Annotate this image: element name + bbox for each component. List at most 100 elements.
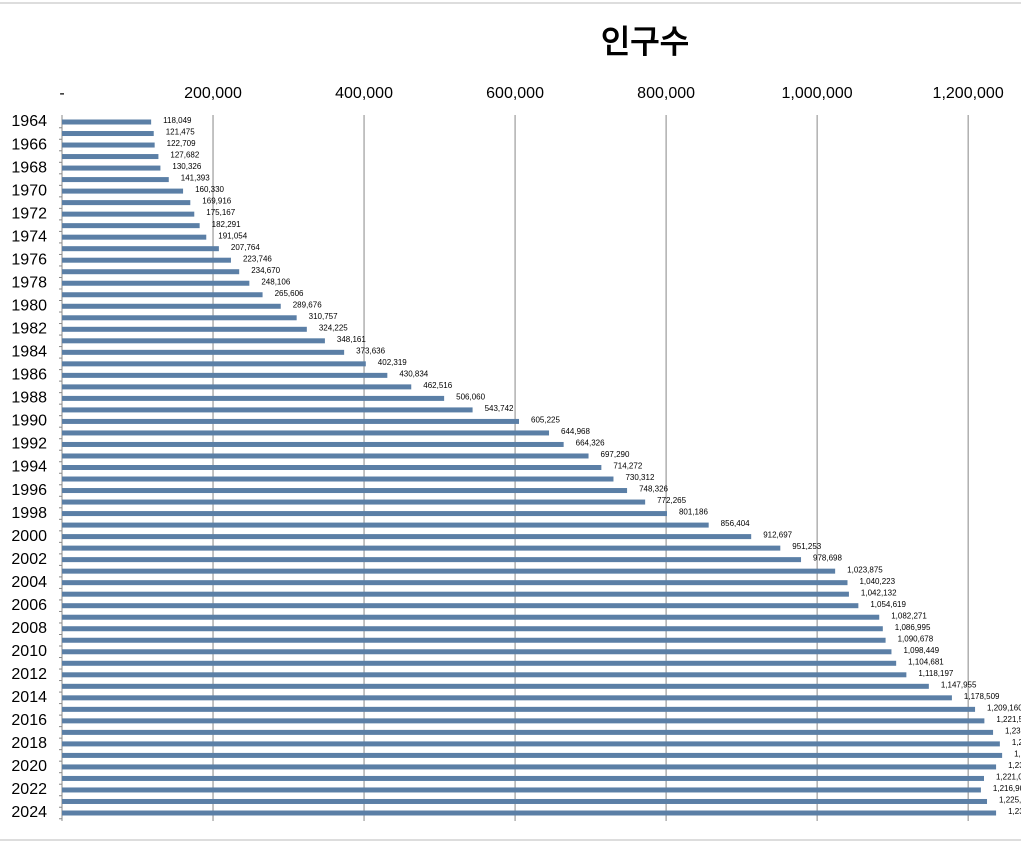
value-label: 1,216,900 xyxy=(993,784,1021,793)
x-tick-label: 200,000 xyxy=(184,85,242,102)
value-label: 664,326 xyxy=(576,439,605,448)
y-tick-label: 2022 xyxy=(11,781,47,798)
value-label: 1,104,681 xyxy=(908,657,944,666)
bar xyxy=(62,603,859,609)
chart-title: 인구수 xyxy=(601,23,689,59)
y-tick-label: 2024 xyxy=(11,804,47,821)
bar xyxy=(62,441,564,447)
bar xyxy=(62,752,1003,758)
bar xyxy=(62,269,240,275)
value-label: 697,290 xyxy=(601,450,630,459)
bar xyxy=(62,315,297,321)
bar xyxy=(62,660,897,666)
value-label: 748,326 xyxy=(639,485,668,494)
y-tick-label: 1992 xyxy=(11,436,47,453)
value-label: 730,312 xyxy=(625,473,654,482)
value-label: 1,221,000 xyxy=(996,773,1021,782)
y-tick-label: 2010 xyxy=(11,643,47,660)
bar xyxy=(62,246,219,252)
bar xyxy=(62,568,836,574)
bar xyxy=(62,234,207,240)
value-label: 1,237,000 xyxy=(1008,807,1021,816)
value-label: 182,291 xyxy=(212,220,241,229)
value-label: 1,082,271 xyxy=(891,611,927,620)
bar xyxy=(62,430,550,436)
value-label: 234,670 xyxy=(251,266,280,275)
bar xyxy=(62,534,752,540)
bar xyxy=(62,453,589,459)
value-label: 289,676 xyxy=(293,300,322,309)
bar xyxy=(62,292,263,298)
value-label: 430,834 xyxy=(399,369,428,378)
y-tick-label: 1964 xyxy=(11,113,47,130)
y-tick-label: 1990 xyxy=(11,413,47,430)
y-tick-label: 2020 xyxy=(11,758,47,775)
value-label: 348,161 xyxy=(337,335,366,344)
value-label: 912,697 xyxy=(763,531,792,540)
bar xyxy=(62,810,997,816)
x-tick-label: - xyxy=(59,85,64,102)
x-tick-label: 600,000 xyxy=(486,85,544,102)
bar xyxy=(62,303,281,309)
value-label: 248,106 xyxy=(261,277,290,286)
y-tick-label: 2016 xyxy=(11,712,47,729)
bar xyxy=(62,522,709,528)
value-label: 1,245,000 xyxy=(1014,750,1021,759)
value-label: 207,764 xyxy=(231,243,260,252)
bar xyxy=(62,741,1000,747)
bar xyxy=(62,280,250,286)
bar xyxy=(62,165,161,171)
value-label: 324,225 xyxy=(319,323,348,332)
y-tick-label: 1982 xyxy=(11,321,47,338)
x-tick-label: 1,200,000 xyxy=(933,85,1004,102)
y-tick-label: 2002 xyxy=(11,551,47,568)
y-tick-label: 1994 xyxy=(11,459,47,476)
bar xyxy=(62,787,981,793)
y-tick-label: 1974 xyxy=(11,228,47,245)
y-tick-label: 1980 xyxy=(11,297,47,314)
value-label: 1,242,000 xyxy=(1012,738,1021,747)
bar xyxy=(62,511,667,517)
value-label: 191,054 xyxy=(218,231,247,240)
bar xyxy=(62,580,848,586)
value-label: 1,040,223 xyxy=(859,577,895,586)
value-label: 310,757 xyxy=(309,312,338,321)
y-tick-label: 1970 xyxy=(11,182,47,199)
value-label: 462,516 xyxy=(423,381,452,390)
value-label: 1,237,000 xyxy=(1008,761,1021,770)
value-label: 373,636 xyxy=(356,346,385,355)
value-label: 1,090,678 xyxy=(898,634,934,643)
bar xyxy=(62,729,994,735)
bar xyxy=(62,614,880,620)
y-tick-label: 1998 xyxy=(11,505,47,522)
bar xyxy=(62,223,200,229)
y-tick-label: 2006 xyxy=(11,597,47,614)
bar xyxy=(62,775,984,781)
value-label: 141,393 xyxy=(181,174,210,183)
value-label: 160,330 xyxy=(195,185,224,194)
bar xyxy=(62,131,154,137)
bar xyxy=(62,545,781,551)
x-tick-label: 1,000,000 xyxy=(782,85,853,102)
value-label: 978,698 xyxy=(813,554,842,563)
y-tick-label: 2008 xyxy=(11,620,47,637)
bar xyxy=(62,683,929,689)
bar xyxy=(62,764,997,770)
value-label: 121,475 xyxy=(166,128,195,137)
y-tick-label: 2004 xyxy=(11,574,47,591)
value-label: 127,682 xyxy=(170,151,199,160)
x-tick-label: 400,000 xyxy=(335,85,393,102)
bar xyxy=(62,338,325,344)
value-label: 1,225,000 xyxy=(999,796,1021,805)
bar xyxy=(62,177,169,183)
bar xyxy=(62,695,952,701)
value-label: 1,023,875 xyxy=(847,565,883,574)
bar xyxy=(62,407,473,413)
value-label: 801,186 xyxy=(679,508,708,517)
y-tick-label: 1966 xyxy=(11,136,47,153)
value-label: 506,060 xyxy=(456,393,485,402)
value-label: 605,225 xyxy=(531,416,560,425)
bar xyxy=(62,591,849,597)
bar xyxy=(62,637,886,643)
bar xyxy=(62,326,307,332)
